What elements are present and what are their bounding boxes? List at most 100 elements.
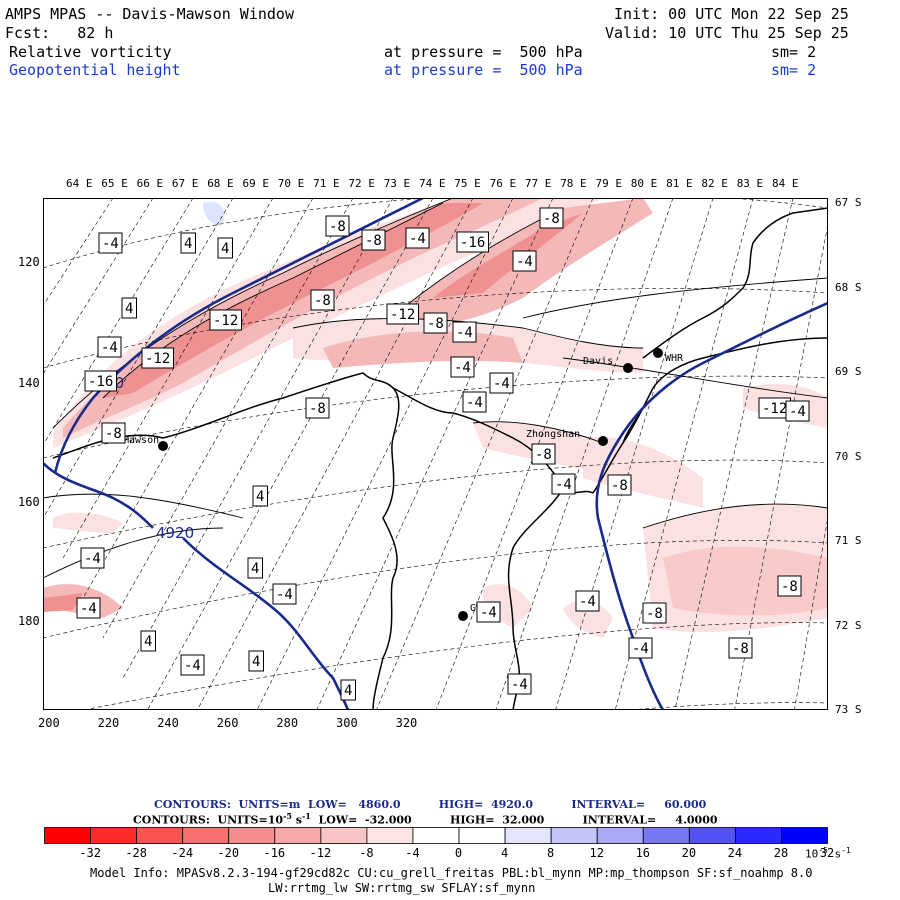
vorticity-contour-label: -4 [575,590,600,612]
svg-text:-8: -8 [314,293,331,309]
vorticity-contour-label: -4 [97,336,122,358]
vorticity-contour-label: -4 [405,227,430,249]
lat-label: 68 S [835,280,862,294]
vorticity-contour-label: -4 [80,547,105,569]
colorbar-label: 16 [635,846,651,860]
vorticity-contour-label: -8 [728,637,753,659]
lat-label: 72 S [835,618,862,632]
station-marker-mawson [158,441,168,451]
colorbar-unit-s: s [827,847,842,861]
vorticity-contour-label: -4 [512,250,537,272]
colorbar-box [458,827,506,844]
svg-text:-4: -4 [456,325,473,341]
field2-smooth: sm= 2 [771,61,817,79]
model-info-line2: LW:rrtmg_lw SW:rrtmg_sw SFLAY:sf_mynn [268,881,536,895]
svg-text:-16: -16 [88,374,113,390]
svg-text:-4: -4 [276,587,293,603]
colorbar-box [320,827,368,844]
svg-text:-4: -4 [466,395,483,411]
svg-text:-12: -12 [213,313,238,329]
svg-text:4: 4 [344,683,352,699]
colorbar-box [781,827,828,844]
y-tick-label: 180 [18,614,40,628]
caption-units-exp2: -1 [301,811,311,821]
station-markers [158,348,663,621]
vorticity-contour-label: -4 [98,232,123,254]
colorbar-label: -8 [359,846,374,860]
caption-units-exp: -5 [283,811,292,821]
svg-text:-4: -4 [632,641,649,657]
svg-text:4: 4 [221,241,229,257]
lon-label: 70 E [277,177,305,190]
vorticity-contour-label: 4 [180,232,196,254]
colorbar-label: -20 [217,846,240,860]
lon-label: 66 E [136,177,164,190]
station-label: WHR [665,353,684,364]
colorbar-label: -24 [171,846,194,860]
svg-text:-4: -4 [516,254,533,270]
vorticity-contour-label: -4 [785,400,810,422]
vorticity-contour-label: -16 [456,231,489,253]
lon-label: 76 E [489,177,517,190]
svg-text:-4: -4 [789,404,806,420]
station-label: Mawson [123,435,159,446]
svg-text:-8: -8 [309,401,326,417]
lat-label: 70 S [835,449,862,463]
svg-text:-8: -8 [535,447,552,463]
vorticity-contour-label: -4 [450,356,475,378]
colorbar-box [504,827,552,844]
vorticity-contour-label: -4 [489,372,514,394]
vorticity-contour-label: -4 [507,673,532,695]
station-marker-gr [458,611,468,621]
colorbar-label: -16 [263,846,286,860]
svg-text:-12: -12 [762,401,787,417]
svg-text:-8: -8 [611,478,628,494]
y-tick-label: 160 [18,495,40,509]
svg-text:-16: -16 [460,235,485,251]
svg-text:-4: -4 [555,477,572,493]
vorticity-contour-label: -4 [76,597,101,619]
vorticity-contour-caption: CONTOURS: UNITS=10-5 s-1 LOW= -32.000 HI… [133,811,718,827]
colorbar-label: 0 [454,846,463,860]
colorbar-label: 8 [547,846,555,860]
vorticity-contour-label: -12 [386,303,419,325]
vorticity-contour-label: -8 [325,215,350,237]
svg-text:-4: -4 [493,376,510,392]
lon-label: 71 E [313,177,340,190]
caption-range: LOW= -32.000 HIGH= 32.000 INTERVAL= 4.00… [310,813,718,827]
lon-label: 64 E [66,177,93,190]
vorticity-contour-label: -4 [476,601,501,623]
lon-label: 72 E [348,177,375,190]
svg-text:-8: -8 [732,641,749,657]
svg-text:-8: -8 [781,579,798,595]
svg-text:4: 4 [251,561,259,577]
svg-text:4: 4 [252,654,260,670]
colorbar-unit-exp2: -1 [841,846,851,855]
svg-text:4: 4 [256,489,264,505]
vorticity-contour-label: -12 [141,347,174,369]
svg-text:-8: -8 [543,211,560,227]
vorticity-contour-label: 4 [340,679,356,701]
svg-text:-4: -4 [84,551,101,567]
lon-label: 78 E [560,177,587,190]
lat-label: 73 S [835,703,862,716]
svg-text:-4: -4 [101,340,118,356]
lon-label: 77 E [524,177,552,190]
lon-label: 83 E [736,177,764,190]
station-marker-whr [653,348,663,358]
height-contour-caption: CONTOURS: UNITS=m LOW= 4860.0 HIGH= 4920… [154,798,707,811]
colorbar-label: -28 [125,846,147,860]
svg-text:-8: -8 [329,219,346,235]
lon-label: 68 E [207,177,234,190]
colorbar-box [366,827,414,844]
svg-text:4: 4 [144,634,152,650]
svg-text:4: 4 [125,301,133,317]
station-marker-davis [623,363,633,373]
lon-label: 73 E [383,177,411,190]
x-tick-label: 220 [97,716,120,730]
vorticity-contour-label: -8 [305,397,330,419]
y-tick-label: 120 [18,255,40,269]
svg-text:-8: -8 [105,426,122,442]
lon-label: 74 E [419,177,446,190]
